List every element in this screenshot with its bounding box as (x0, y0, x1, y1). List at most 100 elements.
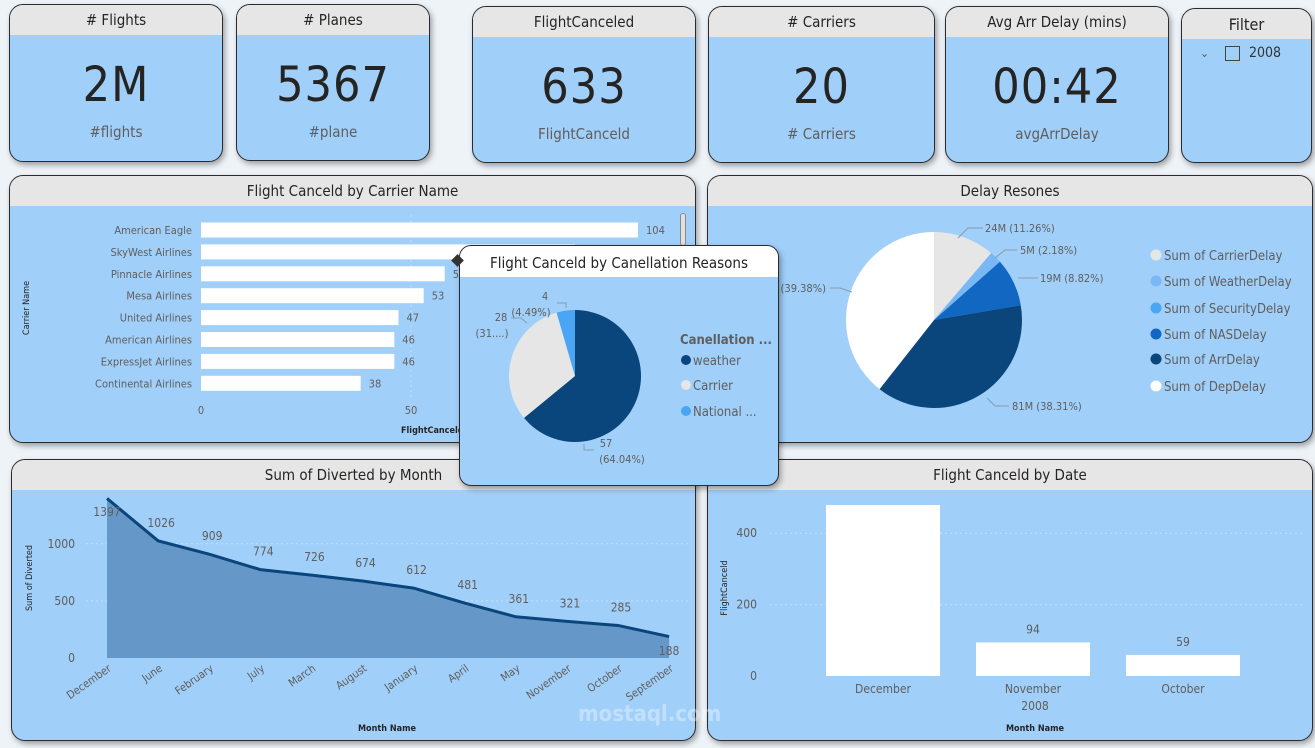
legend-label: Carrier (693, 379, 733, 394)
pie-slice (556, 310, 575, 376)
pie-slice (934, 253, 1000, 320)
x-tick-label: December (855, 682, 912, 696)
y-tick-label: 200 (736, 598, 757, 612)
data-label: 46 (402, 334, 415, 347)
data-label: 1026 (147, 516, 175, 530)
x-tick-label: November (1005, 682, 1062, 696)
data-label: (31....) (476, 327, 509, 340)
y-axis-title: Sum of Diverted (25, 545, 35, 611)
x-group-label: 2008 (1021, 699, 1049, 713)
data-label: 28 (495, 311, 508, 324)
pie-slice (845, 232, 934, 390)
x-tick-label: 0 (198, 404, 204, 417)
bar (201, 288, 424, 304)
data-label: 94 (1026, 622, 1040, 636)
legend-label: Sum of WeatherDelay (1164, 275, 1292, 290)
chart-title: Flight Canceld by Canellation Reasons (460, 246, 778, 277)
y-tick-label: 400 (736, 526, 757, 540)
data-label: 24M (11.26%) (985, 222, 1055, 235)
kpi-card-carriers: # Carriers 20 # Carriers (708, 6, 935, 163)
kpi-card-avg-arr-delay: Avg Arr Delay (mins) 00:42 avgArrDelay (945, 6, 1169, 163)
legend-title: Canellation ... (680, 333, 772, 348)
kpi-title: Avg Arr Delay (mins) (946, 7, 1168, 37)
y-tick-label: 0 (68, 651, 75, 665)
data-label: (39.38%) (781, 282, 827, 295)
data-label: 47 (406, 312, 419, 325)
data-label: 909 (202, 529, 223, 543)
kpi-title: # Planes (237, 5, 429, 35)
bar (201, 332, 395, 347)
legend-marker (1150, 380, 1162, 392)
legend-label: Sum of SecurityDelay (1164, 302, 1291, 317)
data-label: 188 (659, 644, 680, 658)
chart-title: Flight Canceld by Carrier Name (10, 176, 695, 206)
y-tick-label: 0 (750, 669, 757, 683)
kpi-label: #plane (308, 123, 358, 141)
leader-line (957, 227, 983, 239)
bar (1126, 654, 1240, 676)
pie-slice (879, 305, 1022, 409)
kpi-card-planes: # Planes 5367 #plane (236, 4, 430, 161)
data-label: 774 (253, 545, 274, 559)
bar (201, 266, 445, 282)
filter-option-label: 2008 (1249, 45, 1282, 61)
x-tick-label: 50 (405, 404, 418, 417)
bar (201, 222, 638, 238)
legend-marker (1150, 249, 1162, 261)
data-label: 481 (457, 578, 478, 592)
legend-marker (1150, 353, 1162, 365)
data-label: 38 (369, 377, 382, 390)
kpi-label: avgArrDelay (1015, 125, 1099, 143)
bar (976, 642, 1090, 676)
data-label: 104 (646, 224, 665, 237)
leader-line (830, 287, 853, 293)
data-label: 5 (453, 268, 459, 281)
kpi-value: 5367 (276, 57, 390, 113)
leader-line (511, 317, 528, 324)
data-label: 4 (542, 290, 548, 303)
carrier-label: ExpressJet Airlines (101, 355, 192, 368)
data-label: 53 (432, 290, 445, 303)
carrier-label: SkyWest Airlines (111, 246, 193, 259)
leader-line (994, 249, 1017, 259)
data-label: (4.49%) (511, 306, 550, 319)
filter-slicer: Filter ⌄ 2008 (1181, 8, 1312, 163)
data-label: 361 (508, 592, 529, 606)
data-label: 5M (2.18%) (1020, 244, 1077, 257)
data-label: (64.04%) (599, 453, 645, 466)
pie-slice (508, 312, 575, 418)
kpi-title: # Flights (10, 5, 222, 35)
kpi-card-flight-canceled: FlightCanceled 633 FlightCanceld (472, 6, 696, 163)
chart-title: Flight Canceld by Date (708, 460, 1312, 490)
kpi-label: #flights (89, 123, 143, 141)
data-label: 46 (402, 355, 415, 368)
data-label: 674 (355, 556, 376, 570)
panel-canceled-by-date: Flight Canceld by Date (707, 459, 1313, 741)
leader-line (557, 302, 567, 308)
data-label: 59 (1176, 635, 1190, 649)
checkbox[interactable] (1225, 46, 1240, 61)
data-label: 1397 (93, 505, 120, 519)
y-tick-label: 1000 (48, 537, 76, 551)
pie-slice (934, 232, 992, 320)
x-axis-title: FlightCanceld (401, 426, 464, 436)
filter-item-2008[interactable]: ⌄ 2008 (1198, 45, 1298, 65)
kpi-value: 20 (793, 59, 850, 115)
chevron-down-icon[interactable]: ⌄ (1200, 46, 1210, 60)
legend-marker (681, 355, 691, 365)
kpi-value: 2M (82, 57, 150, 113)
y-axis-title: FlightCanceld (720, 560, 730, 615)
bar (826, 504, 940, 676)
kpi-title: # Carriers (709, 7, 934, 37)
pie-slice (934, 261, 1021, 320)
carrier-label: American Eagle (114, 224, 192, 237)
carrier-label: Pinnacle Airlines (111, 268, 192, 281)
bar (201, 353, 395, 369)
area-line (106, 497, 670, 638)
kpi-value: 00:42 (992, 59, 1122, 115)
kpi-label: FlightCanceld (538, 125, 630, 143)
